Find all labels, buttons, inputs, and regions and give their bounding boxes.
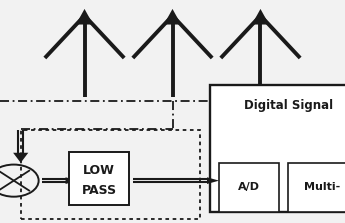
Polygon shape bbox=[13, 153, 28, 163]
Bar bbox=[21, 130, 200, 219]
Text: Multi-: Multi- bbox=[304, 182, 341, 192]
Bar bbox=[219, 163, 279, 212]
Text: Digital Signal: Digital Signal bbox=[244, 99, 333, 112]
Polygon shape bbox=[164, 9, 181, 25]
Polygon shape bbox=[76, 9, 93, 25]
Text: LOW: LOW bbox=[83, 164, 115, 177]
Polygon shape bbox=[207, 177, 219, 184]
Text: PASS: PASS bbox=[82, 184, 117, 197]
Bar bbox=[210, 85, 345, 212]
Bar bbox=[69, 152, 129, 205]
Text: A/D: A/D bbox=[238, 182, 260, 192]
Polygon shape bbox=[66, 177, 78, 184]
Polygon shape bbox=[252, 9, 269, 25]
Bar bbox=[288, 163, 345, 212]
